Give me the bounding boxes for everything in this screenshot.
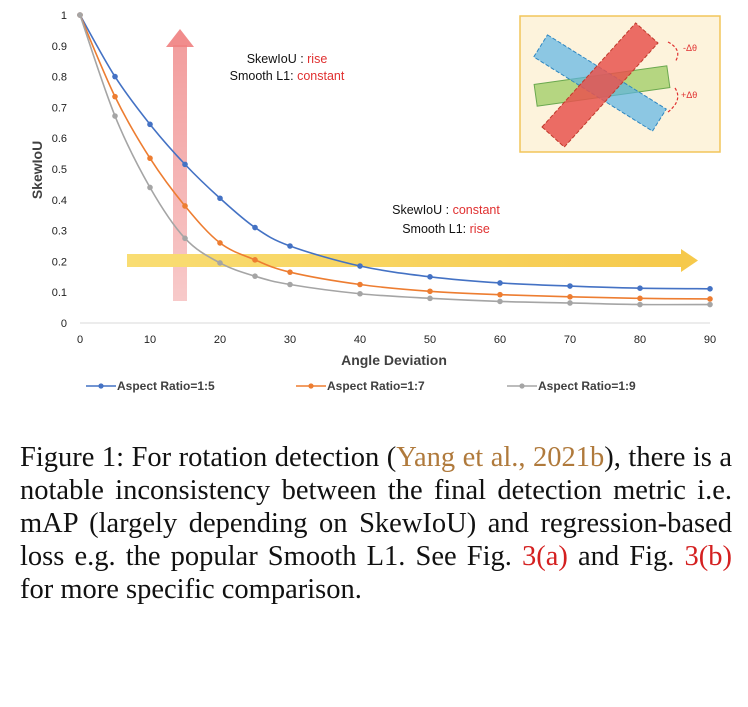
caption-text-3: and Fig.: [567, 541, 685, 572]
data-point-series-3: [357, 290, 363, 297]
inset-rotation-arc-down: [667, 87, 679, 113]
data-point-series-3: [77, 12, 83, 18]
x-tick-label: 20: [214, 334, 226, 346]
y-tick-label: 0.8: [52, 72, 67, 84]
data-point-series-1: [357, 263, 363, 269]
data-point-series-1: [567, 283, 573, 289]
data-point-series-3: [637, 301, 643, 308]
series-layer: [77, 12, 713, 308]
data-point-series-1: [182, 161, 188, 168]
legend-item-2: Aspect Ratio=1:7: [296, 379, 425, 393]
data-point-series-2: [357, 281, 363, 288]
x-tick-label: 60: [494, 334, 506, 346]
y-tick-label: 0.6: [52, 133, 67, 145]
annotation-vertical-line2: Smooth L1: constant: [230, 69, 345, 83]
line-chart: 0 0.1 0.2 0.3 0.4 0.5 0.6 0.7 0.8 0.9 1 0 10 20 30 40 5…: [29, 10, 721, 393]
data-point-series-3: [567, 300, 573, 306]
caption-text-4: for more specific comparison.: [20, 574, 362, 605]
data-point-series-3: [112, 113, 118, 119]
caption-ref-fig3b-link[interactable]: 3(b): [684, 541, 733, 572]
data-point-series-3: [287, 281, 293, 288]
inset-red-box: [541, 22, 659, 148]
data-point-series-2: [287, 269, 293, 275]
legend-label-1: Aspect Ratio=1:5: [117, 379, 215, 393]
x-tick-label: 0: [77, 334, 83, 346]
y-axis-ticks: 0 0.1 0.2 0.3 0.4 0.5 0.6 0.7 0.8 0.9 1: [52, 10, 67, 330]
y-tick-label: 0.2: [52, 256, 67, 268]
data-point-series-2: [217, 240, 223, 246]
data-point-series-3: [182, 235, 188, 242]
data-point-series-1: [217, 195, 223, 202]
x-axis-ticks: 0 10 20 30 40 50 60 70 80 90: [77, 334, 716, 346]
legend-item-3: Aspect Ratio=1:9: [507, 379, 636, 393]
data-point-series-2: [497, 291, 503, 298]
figure-caption: Figure 1: For rotation detection (Yang e…: [20, 441, 732, 606]
y-tick-label: 0.4: [52, 195, 67, 207]
y-tick-label: 0.1: [52, 287, 67, 299]
caption-ref-fig3a-link[interactable]: 3(a): [522, 541, 568, 572]
data-point-series-3: [427, 295, 433, 302]
x-tick-label: 80: [634, 334, 646, 346]
data-point-series-2: [182, 203, 188, 209]
caption-label: Figure 1:: [20, 442, 125, 473]
y-tick-label: 0.9: [52, 41, 67, 53]
data-point-series-3: [707, 301, 713, 308]
x-axis-title: Angle Deviation: [341, 352, 447, 368]
data-point-series-1: [287, 243, 293, 249]
y-axis-title: SkewIoU: [29, 141, 45, 199]
data-point-series-2: [147, 155, 153, 162]
y-tick-label: 0.3: [52, 226, 67, 238]
data-point-series-3: [217, 260, 223, 266]
data-point-series-3: [252, 273, 258, 279]
y-tick-label: 1: [61, 10, 67, 22]
x-tick-label: 30: [284, 334, 296, 346]
data-point-series-2: [637, 295, 643, 302]
legend-item-1: Aspect Ratio=1:5: [86, 379, 215, 393]
data-point-series-1: [252, 224, 258, 231]
inset-delta-minus: -Δθ: [683, 43, 697, 53]
data-point-series-2: [252, 257, 258, 263]
x-tick-label: 50: [424, 334, 436, 346]
annotation-vertical-line1: SkewIoU : rise: [247, 52, 328, 66]
caption-text-2: ), there is a notable inconsistency betw…: [20, 442, 733, 572]
horizontal-trend-arrow: [127, 249, 698, 272]
data-point-series-1: [427, 274, 433, 280]
caption-citation-link[interactable]: Yang et al., 2021b: [396, 442, 605, 473]
x-tick-label: 90: [704, 334, 716, 346]
legend: Aspect Ratio=1:5 Aspect Ratio=1:7 Aspect…: [86, 379, 636, 393]
inset-delta-plus: +Δθ: [681, 90, 697, 100]
data-point-series-2: [427, 288, 433, 295]
data-point-series-1: [147, 121, 153, 128]
y-tick-label: 0: [61, 318, 67, 330]
data-point-series-2: [567, 294, 573, 300]
caption-text-1: For rotation detection (: [124, 442, 397, 473]
x-tick-label: 10: [144, 334, 156, 346]
data-point-series-2: [707, 296, 713, 302]
legend-label-2: Aspect Ratio=1:7: [327, 379, 425, 393]
data-point-series-1: [707, 286, 713, 292]
data-point-series-1: [112, 73, 118, 80]
inset-rotation-arc-up: [667, 41, 679, 63]
x-tick-label: 70: [564, 334, 576, 346]
annotation-horizontal-line1: SkewIoU : constant: [392, 203, 500, 217]
data-point-series-1: [497, 280, 503, 286]
annotation-horizontal-line2: Smooth L1: rise: [402, 222, 490, 236]
data-point-series-3: [147, 184, 153, 191]
x-tick-label: 40: [354, 334, 366, 346]
y-tick-label: 0.5: [52, 164, 67, 176]
data-point-series-1: [637, 285, 643, 291]
data-point-series-3: [497, 298, 503, 305]
rotation-inset: -Δθ +Δθ: [519, 15, 721, 153]
legend-label-3: Aspect Ratio=1:9: [538, 379, 636, 393]
y-tick-label: 0.7: [52, 102, 67, 114]
data-point-series-2: [112, 93, 118, 100]
